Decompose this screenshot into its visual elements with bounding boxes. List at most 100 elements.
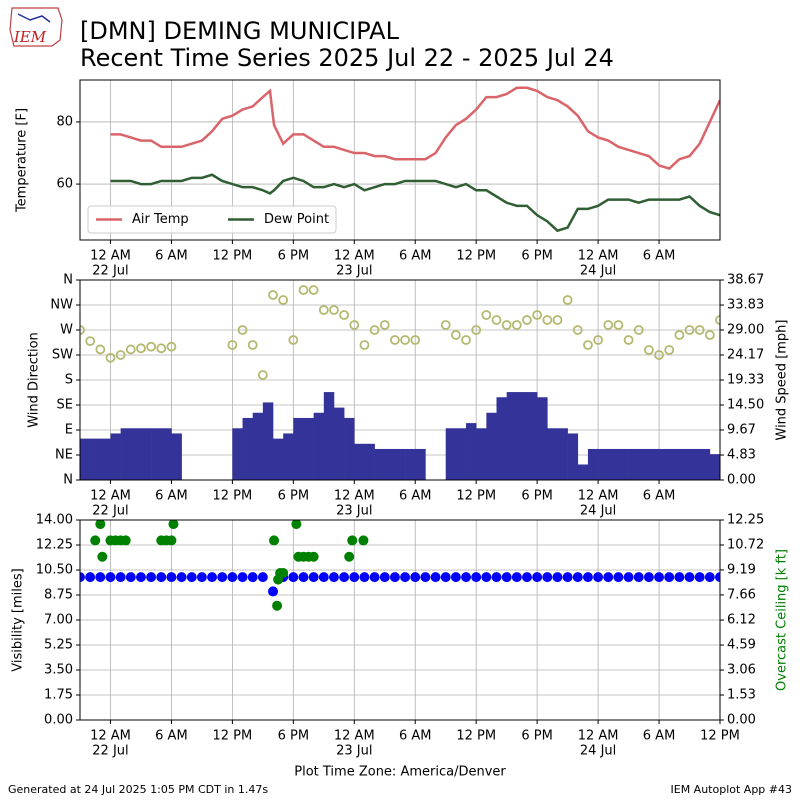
point [85, 572, 96, 583]
y2-tick-label: 19.33 [727, 373, 764, 388]
bar [506, 392, 518, 480]
x-tick-label: 6 AM [155, 249, 188, 264]
point [176, 572, 187, 583]
point [272, 600, 283, 611]
bar [679, 448, 690, 480]
bar [405, 448, 416, 480]
point [359, 340, 370, 350]
point [227, 340, 238, 350]
x-date-label: 22 Jul [92, 264, 128, 279]
y2-axis-label: Wind Speed [mph] [775, 320, 790, 441]
point [704, 330, 715, 340]
x-tick-label: 12 PM [213, 489, 253, 504]
bar [618, 448, 629, 480]
bar [90, 438, 101, 480]
bar [140, 428, 152, 480]
point [80, 325, 85, 335]
point [603, 320, 614, 330]
point [257, 370, 268, 380]
x-tick-label: 12 AM [90, 489, 131, 504]
point [125, 572, 136, 583]
point [105, 572, 116, 583]
bar [151, 428, 162, 480]
point [511, 572, 522, 583]
y-tick-label: 3.50 [44, 663, 73, 678]
y-tick-label: NW [50, 298, 73, 313]
point [521, 572, 532, 583]
point [237, 325, 248, 335]
point [532, 310, 543, 320]
y2-tick-label: 0.00 [727, 473, 756, 488]
chart-subtitle: Recent Time Series 2025 Jul 22 - 2025 Ju… [80, 44, 614, 72]
point [613, 572, 624, 583]
point [269, 535, 280, 546]
bar [80, 438, 91, 480]
x-tick-label: 6 PM [521, 489, 552, 504]
bar [496, 397, 507, 480]
point [257, 572, 268, 583]
bar [445, 428, 457, 480]
point [704, 572, 715, 583]
point [471, 572, 482, 583]
y-tick-label: 7.00 [44, 613, 73, 628]
bar [587, 448, 599, 480]
point [115, 350, 126, 360]
point [291, 520, 302, 530]
x-tick-label: 12 PM [456, 249, 496, 264]
x-axis-label: Plot Time Zone: America/Denver [294, 765, 506, 780]
point [684, 325, 695, 335]
legend: Air Temp Dew Point [87, 205, 337, 234]
y-tick-label: 5.25 [44, 638, 73, 653]
logo: IEM [9, 7, 63, 47]
point [379, 320, 390, 330]
point [420, 572, 431, 583]
x-tick-label: 12 AM [334, 489, 375, 504]
bar [344, 417, 355, 480]
y-axis-label: Visibility [miles] [11, 568, 26, 671]
bar [567, 433, 579, 480]
y2-tick-label: 24.17 [727, 347, 764, 362]
point [115, 572, 126, 583]
x-tick-label: 12 AM [578, 489, 619, 504]
point [125, 344, 136, 355]
bar [120, 428, 132, 480]
bar [699, 448, 711, 480]
point [664, 345, 675, 355]
footer-left: Generated at 24 Jul 2025 1:05 PM CDT in … [8, 783, 268, 796]
point [582, 572, 593, 583]
y-tick-label: 8.75 [44, 588, 73, 603]
point [369, 572, 380, 583]
x-tick-label: 6 PM [278, 729, 309, 744]
point [542, 315, 553, 325]
point [643, 345, 654, 355]
y-tick-label: N [63, 473, 73, 488]
point [308, 572, 319, 583]
y2-tick-label: 4.59 [727, 638, 756, 653]
point [593, 572, 604, 583]
bar [323, 392, 335, 480]
point [135, 572, 146, 583]
y-tick-label: 0.00 [44, 713, 73, 728]
x-tick-label: 12 AM [90, 729, 131, 744]
point [120, 535, 131, 546]
y-tick-label: S [65, 373, 73, 388]
x-date-label: 24 Jul [580, 744, 616, 759]
line [110, 173, 720, 233]
x-tick-label: 12 AM [334, 729, 375, 744]
point [542, 572, 553, 583]
point [146, 572, 157, 583]
bar [689, 448, 700, 480]
x-tick-label: 12 AM [578, 729, 619, 744]
point [80, 572, 85, 583]
point [491, 572, 502, 583]
bar [476, 428, 487, 480]
x-date-label: 23 Jul [336, 264, 372, 279]
line [110, 86, 720, 170]
point [105, 352, 116, 363]
bar [161, 428, 172, 480]
y2-tick-label: 9.67 [727, 422, 756, 437]
point [593, 335, 603, 345]
point [583, 340, 593, 350]
point [95, 344, 106, 355]
